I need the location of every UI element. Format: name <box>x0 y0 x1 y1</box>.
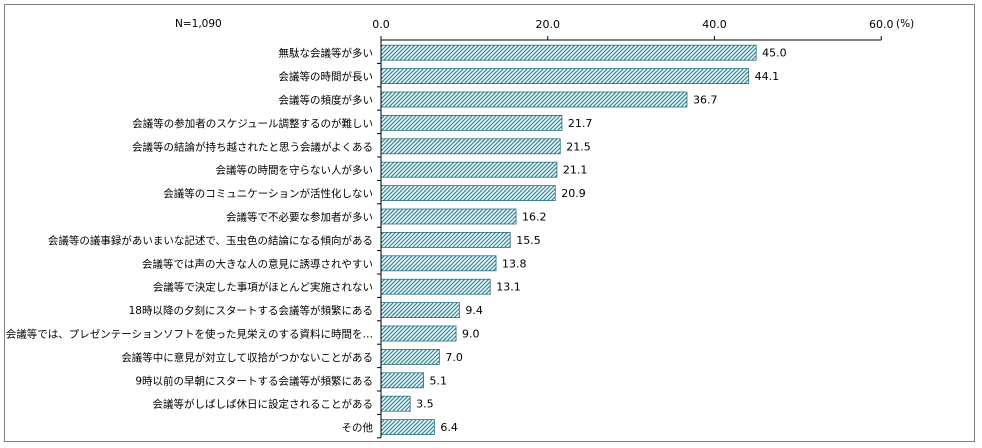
x-tick-label: 0.0 <box>372 18 390 31</box>
bar <box>380 395 411 412</box>
category-label: 会議等の頻度が多い <box>279 94 374 107</box>
value-label: 13.8 <box>502 257 527 270</box>
category-label: その他 <box>342 421 374 434</box>
bar <box>380 231 511 248</box>
category-label: 会議等の時間が長い <box>279 70 374 83</box>
value-label: 21.5 <box>566 140 591 153</box>
bar <box>380 115 563 131</box>
x-tick-label: 40.0 <box>702 18 727 31</box>
value-label: 6.4 <box>440 421 458 434</box>
bar <box>380 255 497 272</box>
category-label: 会議等中に意見が対立して収拾がつかないことがある <box>121 351 373 364</box>
bar <box>380 302 460 319</box>
value-label: 9.4 <box>465 304 483 317</box>
category-label: 会議等のコミュニケーションが活性化しない <box>163 187 373 200</box>
value-label: 36.7 <box>693 94 718 107</box>
value-label: 44.1 <box>755 70 780 83</box>
value-label: 45.0 <box>762 47 787 60</box>
bar <box>380 208 517 225</box>
category-label: 会議等では、プレゼンテーションソフトを使った見栄えのする資料に時間を… <box>6 328 373 341</box>
x-axis-ticks: 0.0 20.0 40.0 60.0 <box>372 18 893 40</box>
axes <box>377 39 882 439</box>
category-label: 会議等がしばしば休日に設定されることがある <box>153 398 374 411</box>
category-label: 会議等の結論が持ち越されたと思う会議がよくある <box>132 140 373 153</box>
bar <box>380 419 435 436</box>
category-label: 会議等では声の大きな人の意見に誘導されやすい <box>142 257 373 270</box>
value-label: 7.0 <box>445 351 463 364</box>
value-label: 15.5 <box>516 234 541 247</box>
bar <box>380 185 556 202</box>
category-label: 会議等の議事録があいまいな記述で、玉虫色の結論になる傾向がある <box>48 234 373 247</box>
category-label: 無駄な会議等が多い <box>279 47 374 60</box>
category-label: 会議等で不必要な参加者が多い <box>226 211 373 224</box>
value-label: 13.1 <box>496 281 521 294</box>
value-label: 21.1 <box>563 164 588 177</box>
bar <box>380 138 561 155</box>
sample-size-label: N=1,090 <box>175 18 222 30</box>
value-label: 3.5 <box>416 398 434 411</box>
x-tick-label: 20.0 <box>535 18 560 31</box>
value-label: 20.9 <box>561 187 586 200</box>
bar <box>380 68 750 84</box>
bar <box>380 44 757 61</box>
category-label: 9時以前の早朝にスタートする会議等が頻繁にある <box>135 374 373 387</box>
bar <box>380 348 440 365</box>
category-label: 会議等の時間を守らない人が多い <box>216 164 374 177</box>
value-label: 16.2 <box>522 211 547 224</box>
bar <box>380 91 688 108</box>
value-label: 21.7 <box>568 117 593 130</box>
value-label: 5.1 <box>430 374 448 387</box>
x-tick-label: 60.0 <box>869 18 894 31</box>
category-label: 会議等で決定した事項がほとんど実施されない <box>153 281 373 294</box>
bars: 無駄な会議等が多い 45.0 会議等の時間が長い 44.1 会議等の頻度が多い 36.7 会… <box>6 44 787 436</box>
bar <box>380 325 457 342</box>
category-label: 18時以降の夕刻にスタートする会議等が頻繁にある <box>129 304 373 317</box>
bar <box>380 278 491 295</box>
unit-label: (%) <box>896 18 914 30</box>
category-label: 会議等の参加者のスケジュール調整するのが難しい <box>132 117 373 130</box>
bar <box>380 161 558 178</box>
value-label: 9.0 <box>462 328 480 341</box>
bar <box>380 372 424 389</box>
